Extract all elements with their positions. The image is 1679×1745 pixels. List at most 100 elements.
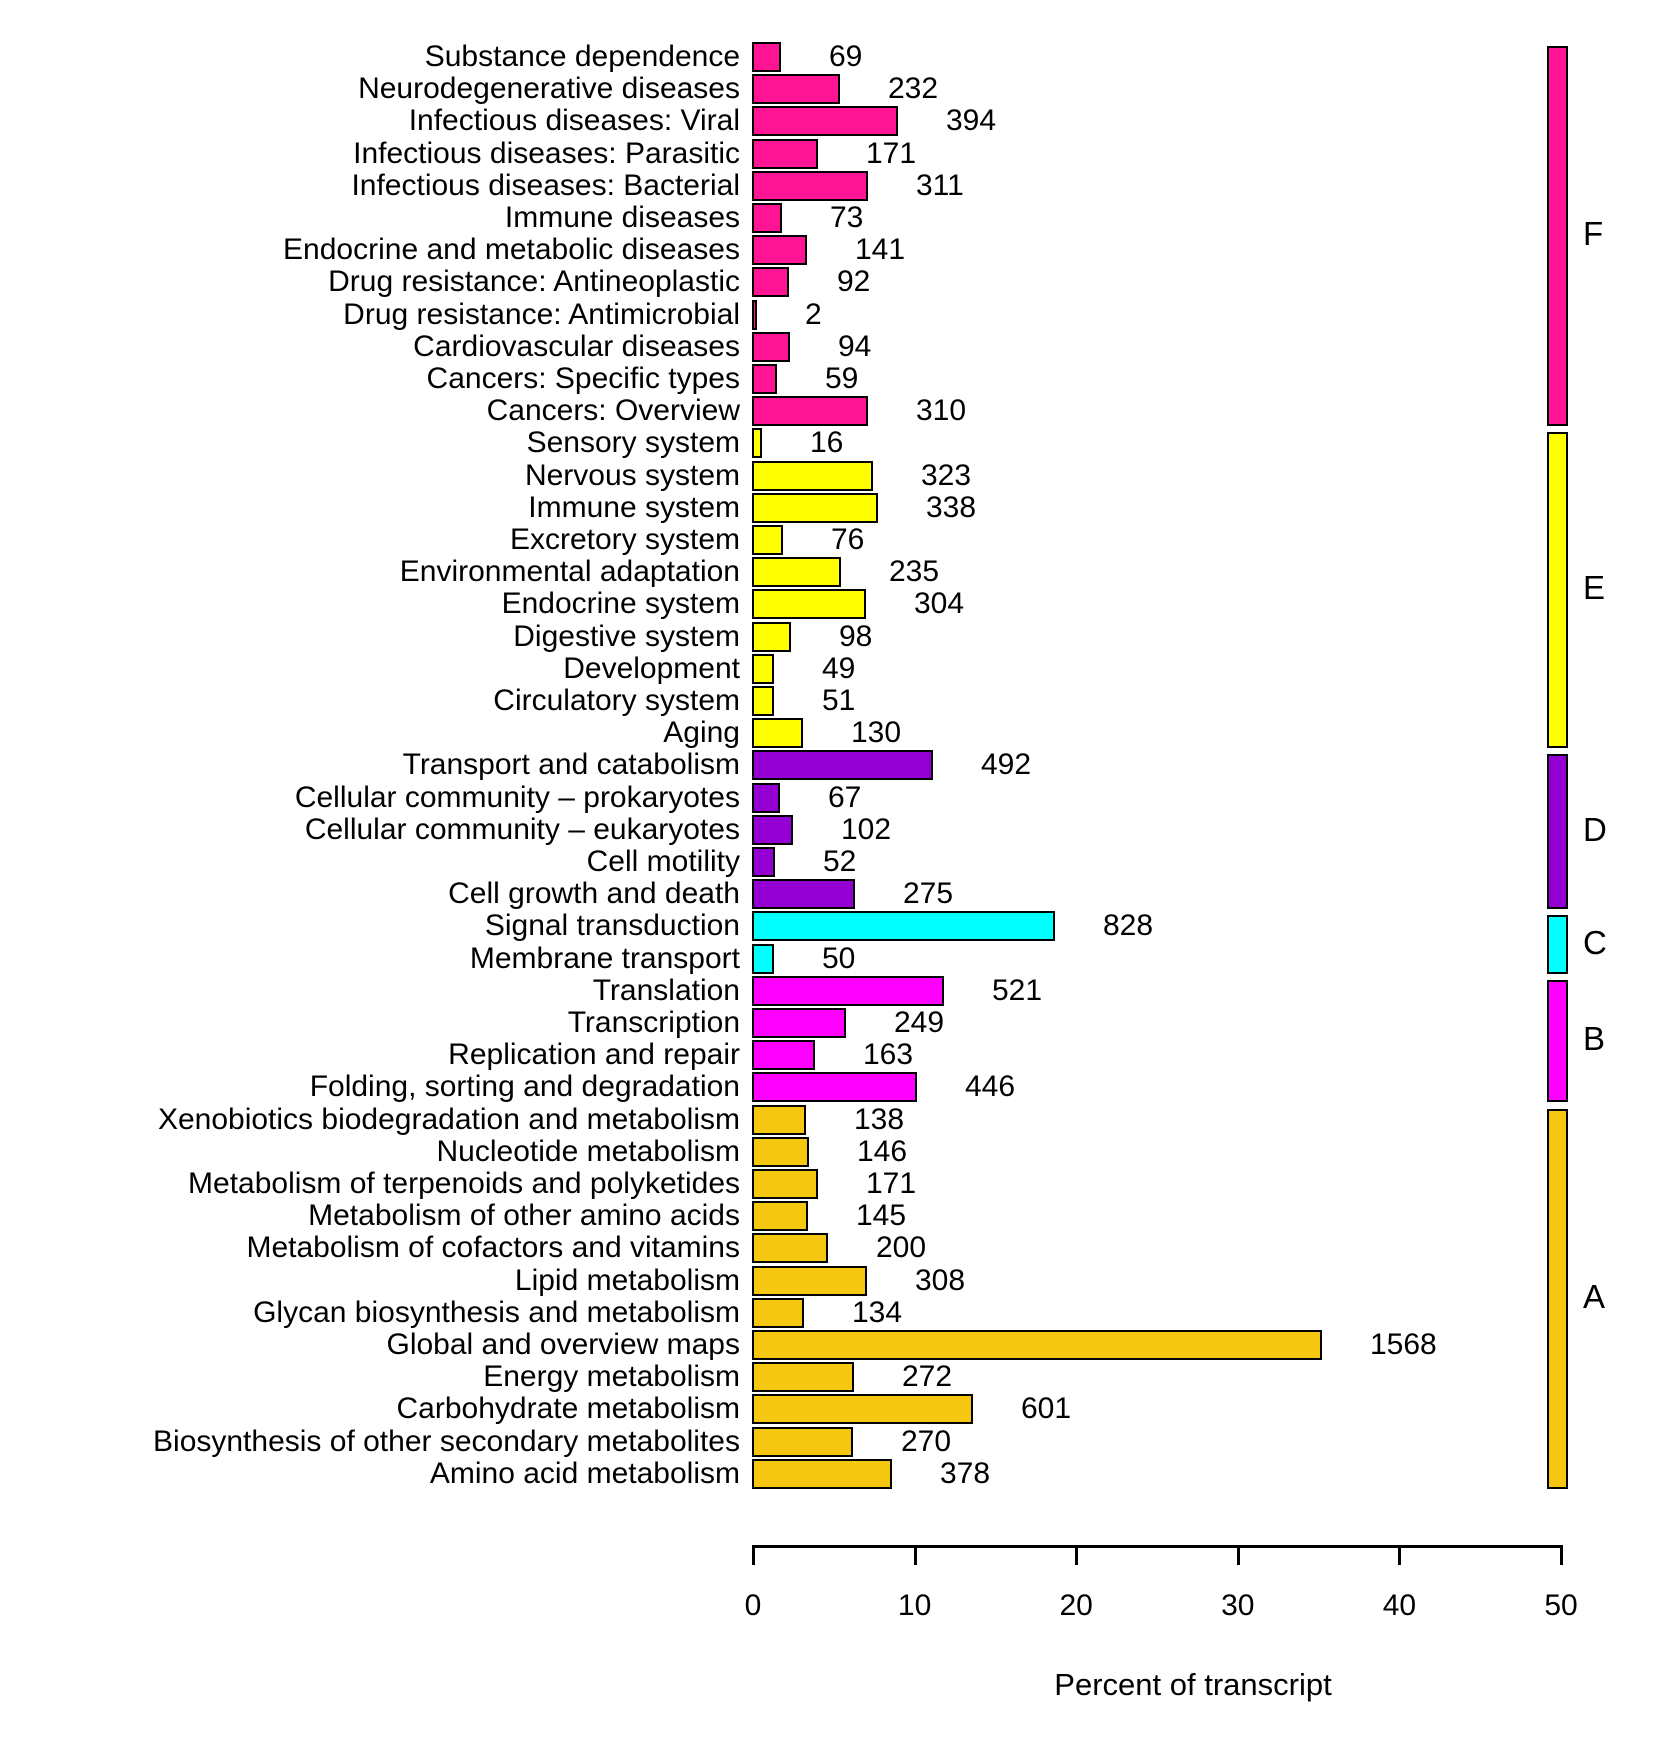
- axis-tick: [752, 1545, 755, 1565]
- value-label: 275: [903, 877, 954, 911]
- category-label: Glycan biosynthesis and metabolism: [253, 1295, 740, 1329]
- category-label: Global and overview maps: [386, 1328, 740, 1361]
- category-label: Replication and repair: [448, 1038, 740, 1072]
- legend-label-F: F: [1583, 215, 1604, 253]
- category-label: Metabolism of terpenoids and polyketides: [188, 1167, 740, 1200]
- value-label: 141: [855, 233, 906, 267]
- value-label: 145: [856, 1199, 907, 1233]
- category-label: Endocrine system: [501, 587, 740, 621]
- category-label: Folding, sorting and degradation: [309, 1070, 740, 1104]
- category-label: Carbohydrate metabolism: [396, 1392, 741, 1426]
- category-label: Xenobiotics biodegradation and metabolis…: [157, 1102, 740, 1136]
- bar: [752, 1136, 809, 1167]
- bar: [752, 203, 782, 233]
- value-label: 50: [822, 941, 856, 975]
- bar: [752, 1362, 854, 1393]
- legend-bar-E: [1547, 432, 1568, 749]
- value-label: 59: [825, 362, 859, 395]
- axis-tick: [1236, 1545, 1240, 1565]
- bar: [752, 975, 944, 1006]
- axis-tick-label: 30: [1221, 1589, 1255, 1622]
- bar: [752, 911, 1055, 942]
- value-label: 102: [841, 812, 892, 846]
- value-label: 52: [823, 845, 857, 878]
- value-label: 828: [1103, 909, 1154, 943]
- value-label: 272: [902, 1360, 953, 1394]
- category-label: Cell motility: [586, 845, 740, 878]
- bar: [752, 1169, 818, 1199]
- bar: [752, 1426, 853, 1457]
- legend-bar-D: [1547, 754, 1568, 910]
- axis-tick-label: 0: [744, 1589, 762, 1622]
- legend-label-E: E: [1583, 569, 1606, 607]
- bar: [752, 138, 818, 169]
- bar: [752, 106, 898, 137]
- bar: [752, 1104, 806, 1135]
- bar: [752, 1008, 846, 1038]
- bar: [752, 943, 774, 974]
- category-label: Biosynthesis of other secondary metaboli…: [153, 1424, 740, 1458]
- bar: [752, 74, 840, 105]
- bar: [752, 1394, 973, 1425]
- legend-label-A: A: [1583, 1277, 1606, 1315]
- category-label: Lipid metabolism: [514, 1263, 740, 1297]
- value-label: 73: [830, 201, 864, 234]
- bar: [752, 879, 855, 910]
- category-label: Translation: [592, 973, 740, 1007]
- value-label: 1568: [1370, 1328, 1437, 1361]
- bar: [752, 1040, 815, 1071]
- bar: [752, 589, 866, 620]
- bar: [752, 847, 775, 877]
- category-label: Transcription: [567, 1006, 740, 1039]
- bar: [752, 42, 781, 72]
- axis-tick: [1560, 1545, 1563, 1565]
- bar: [752, 653, 774, 684]
- bar: [752, 396, 868, 427]
- legend-bar-C: [1547, 915, 1568, 974]
- category-label: Environmental adaptation: [399, 555, 740, 589]
- axis-tick-label: 50: [1544, 1589, 1578, 1622]
- value-label: 92: [837, 265, 871, 299]
- category-label: Excretory system: [509, 523, 740, 556]
- bar: [752, 718, 803, 749]
- value-label: 304: [914, 587, 965, 621]
- category-label: Cell growth and death: [448, 877, 740, 911]
- category-label: Infectious diseases: Bacterial: [351, 168, 740, 202]
- category-label: Infectious diseases: Viral: [408, 104, 740, 138]
- bar: [752, 428, 762, 459]
- category-label: Energy metabolism: [483, 1360, 740, 1394]
- value-label: 323: [921, 458, 972, 492]
- category-label: Immune system: [528, 490, 740, 524]
- bar: [752, 267, 789, 298]
- category-label: Metabolism of cofactors and vitamins: [246, 1231, 740, 1265]
- legend-bar-F: [1547, 46, 1568, 427]
- value-label: 270: [901, 1424, 952, 1458]
- value-label: 94: [838, 329, 872, 363]
- value-label: 146: [857, 1134, 908, 1168]
- value-label: 378: [940, 1456, 991, 1490]
- value-label: 521: [992, 973, 1043, 1007]
- value-label: 200: [876, 1231, 927, 1265]
- value-label: 171: [866, 136, 917, 170]
- axis-tick: [913, 1545, 917, 1565]
- value-label: 601: [1021, 1392, 1072, 1426]
- category-label: Metabolism of other amino acids: [308, 1199, 740, 1233]
- value-label: 394: [946, 104, 997, 138]
- value-label: 16: [810, 426, 844, 460]
- bar: [752, 1201, 808, 1232]
- value-label: 310: [916, 394, 967, 428]
- value-label: 69: [829, 40, 863, 73]
- category-label: Cellular community – eukaryotes: [304, 812, 740, 846]
- value-label: 130: [851, 716, 902, 750]
- bar: [752, 621, 791, 652]
- value-label: 308: [915, 1263, 966, 1297]
- bar: [752, 170, 868, 201]
- axis-tick-label: 40: [1382, 1589, 1417, 1622]
- category-label: Immune diseases: [504, 201, 740, 234]
- category-label: Signal transduction: [484, 909, 740, 943]
- bar: [752, 331, 790, 362]
- bar: [752, 525, 783, 555]
- category-label: Cardiovascular diseases: [413, 329, 740, 363]
- value-label: 311: [916, 168, 964, 202]
